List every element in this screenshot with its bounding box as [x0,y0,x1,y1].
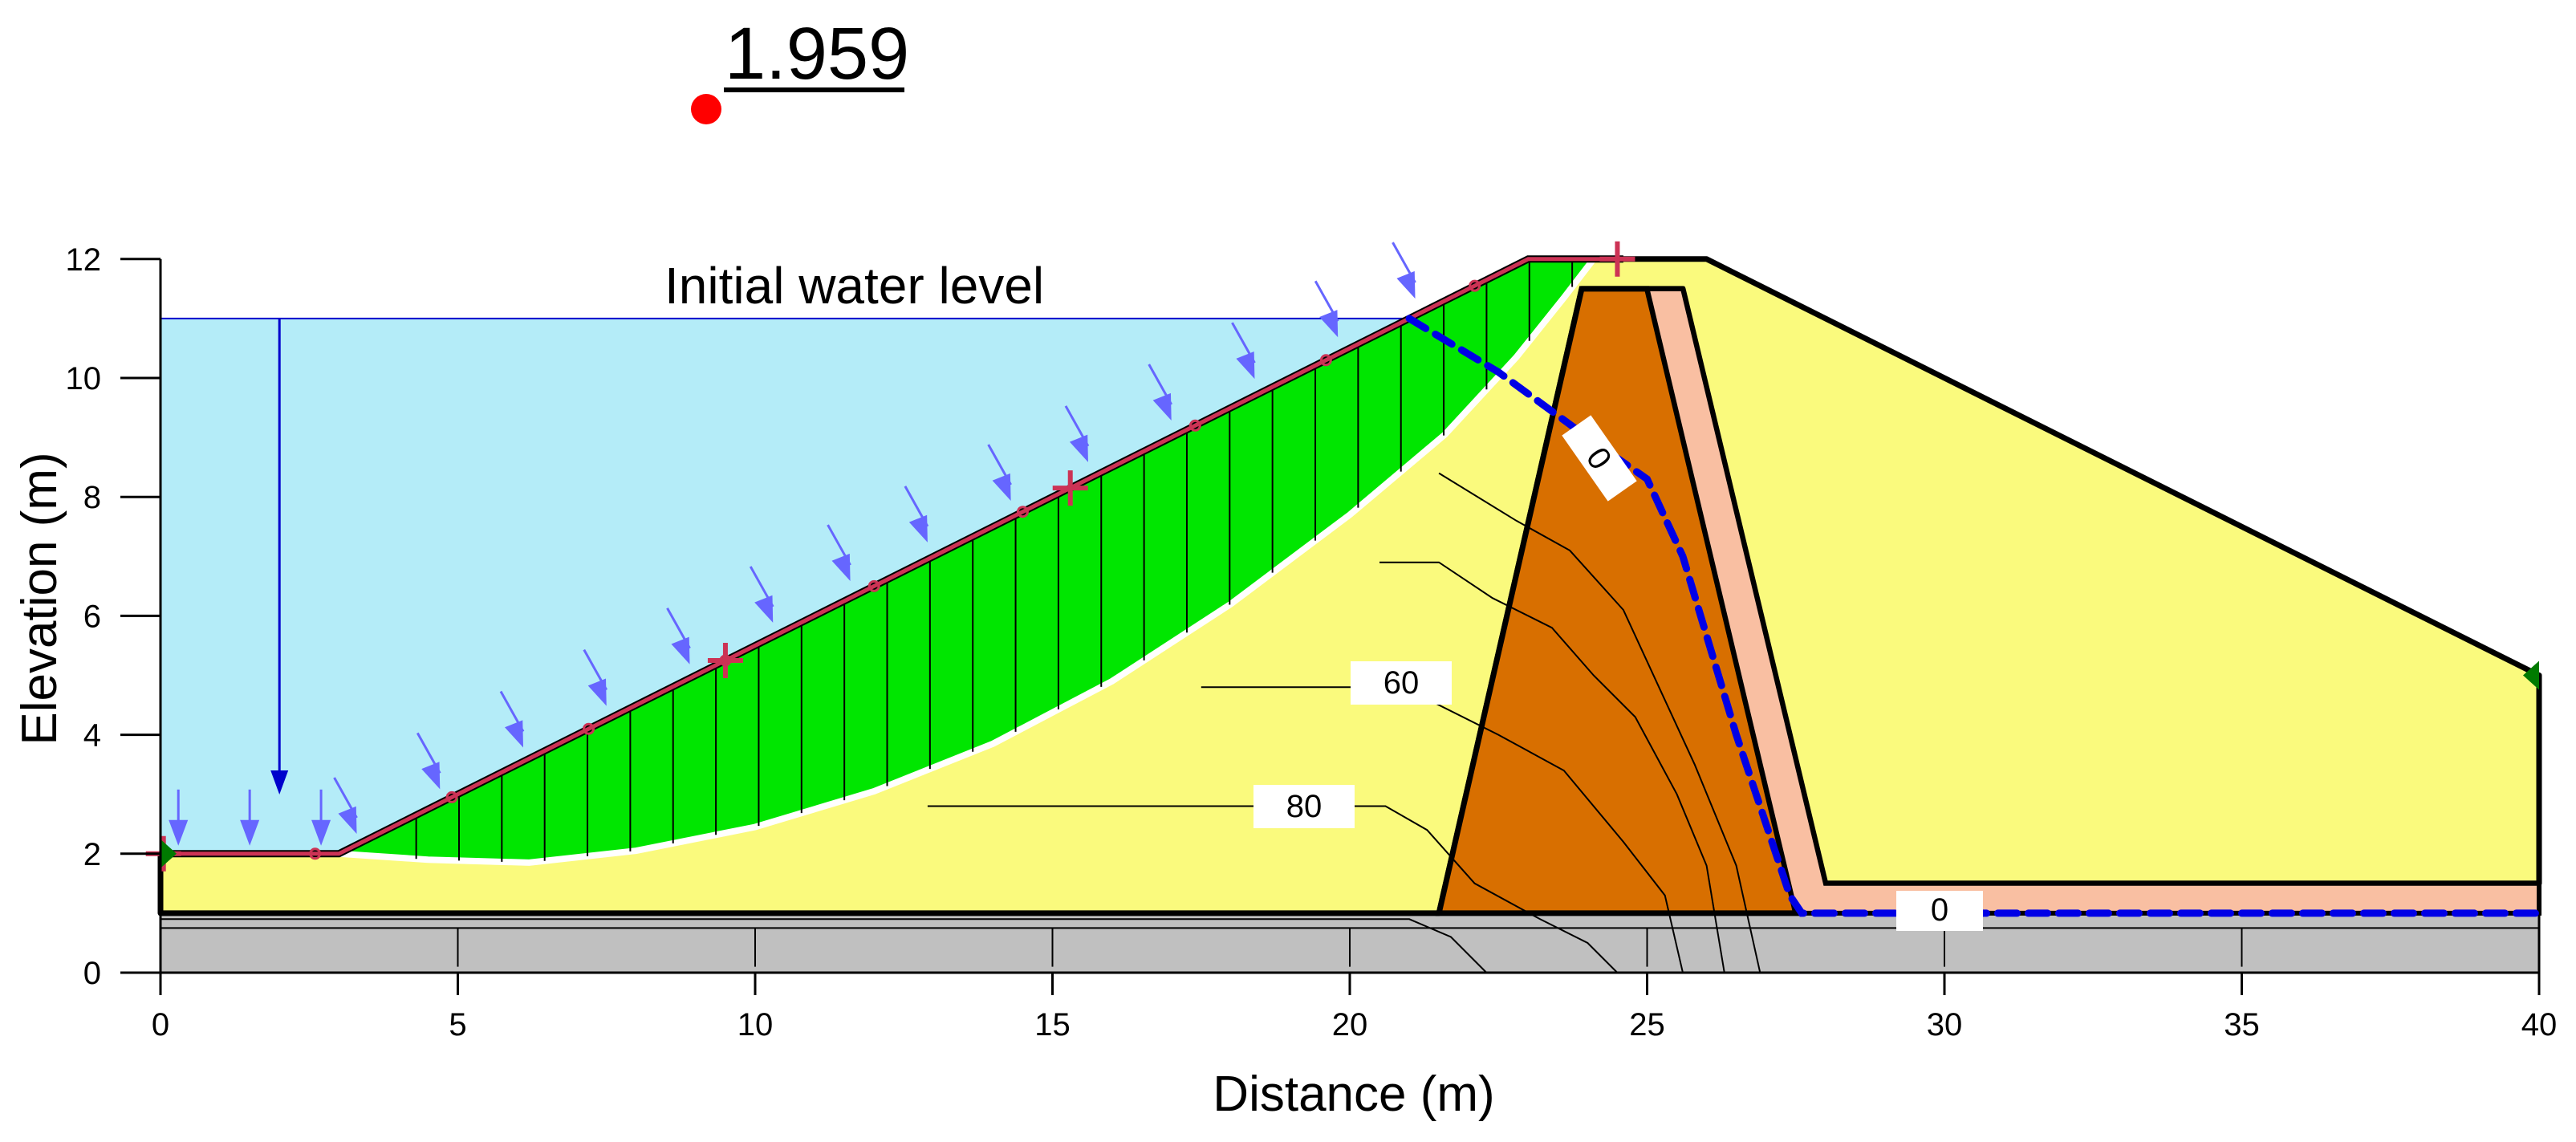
water-load-arrowhead [240,819,260,846]
contour-label-60: 60 [1383,665,1420,701]
x-tick-label: 20 [1332,1007,1368,1042]
x-tick-label: 25 [1629,1007,1665,1042]
x-tick-label: 30 [1927,1007,1963,1042]
water-load-arrowhead [831,553,851,582]
slope-node [1016,506,1029,518]
slope-node [1469,279,1481,292]
contour-label-0-lower-box [1896,891,1983,931]
y-tick-label: 8 [83,480,101,515]
y-tick-label: 6 [83,599,101,634]
boundary-head-marker-left [160,839,177,868]
regions-layer [157,256,2542,974]
slip-surface [339,257,1596,866]
water-load-arrowhead [1236,351,1255,380]
slope-surface-highlight [160,257,1623,856]
y-tick-label: 12 [66,242,102,278]
x-tick-label: 10 [737,1007,774,1042]
x-tick-label: 15 [1034,1007,1071,1042]
slope-node [583,722,595,735]
water-load-arrowhead [908,514,928,543]
water-load-arrowhead [754,595,774,623]
lines-layer [145,241,2543,973]
x-tick-label: 40 [2521,1007,2558,1042]
contour-label-80: 80 [1286,789,1323,824]
water-load-arrowhead [1069,434,1088,462]
water-load-arrowhead [1152,392,1172,421]
slope-node [309,847,322,860]
water-load-arrowhead [671,636,690,664]
x-tick-label: 5 [449,1007,466,1042]
pore-pressure-contour [160,918,1488,973]
pore-pressure-contour [1438,472,1761,973]
filter-drain [1644,286,2541,916]
axes-layer: 0 2 4 6 8 10 12 0 5 10 15 20 25 30 35 40 [66,242,2558,1042]
phreatic-line [1405,315,2543,917]
water-load-arrowhead [587,678,607,706]
x-tick-label: 35 [2224,1007,2260,1042]
contour-label-80-box [1253,785,1355,828]
water-load-arrowhead [1396,270,1416,299]
water-load-arrowhead [1319,310,1339,338]
contour-label-0-lower: 0 [1931,892,1948,928]
y-tick-label: 4 [83,718,101,754]
boundary-head-marker-right [2523,660,2539,690]
pore-pressure-contour [927,805,1619,973]
slip-center-point [691,94,721,124]
slope-node [867,579,880,592]
y-axis-label: Elevation (m) [12,452,67,745]
factor-of-safety: 1.959 [725,13,909,95]
contour-label-60-box [1351,661,1452,705]
sliding-mass [339,258,1594,863]
water-load-arrowhead [421,762,441,790]
x-axis-label: Distance (m) [1213,1067,1494,1122]
contour-label-0-upper: 0 [1562,415,1637,502]
reservoir-water [160,318,1410,854]
water-level-label: Initial water level [664,257,1044,315]
drawdown-arrow-head [270,770,289,795]
slope-node [1188,419,1201,432]
y-tick-label: 2 [83,837,101,872]
water-load-arrowhead [992,473,1011,502]
water-load-arrowhead [311,819,331,846]
water-load-arrowhead [504,720,524,748]
slope-node [1319,354,1332,367]
slope-node [445,790,458,803]
water-load-arrowhead [169,819,189,846]
water-load-arrowhead [338,806,357,834]
pore-pressure-contour [1379,561,1725,973]
y-tick-label: 10 [66,361,102,396]
x-tick-label: 0 [152,1007,169,1042]
y-tick-label: 0 [83,956,101,991]
